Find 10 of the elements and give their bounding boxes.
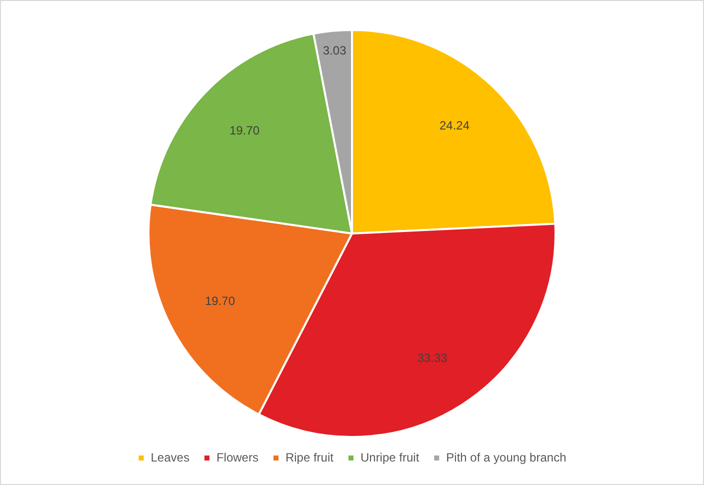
data-label: 3.03 xyxy=(322,43,347,58)
data-label: 19.70 xyxy=(204,294,236,308)
data-label: 24.24 xyxy=(439,118,470,132)
legend-label: Unripe fruit xyxy=(360,450,420,464)
legend-label: Flowers xyxy=(216,450,258,464)
data-label: 19.70 xyxy=(229,123,260,138)
legend-label: Leaves xyxy=(150,450,190,464)
data-label: 33.33 xyxy=(417,350,448,365)
legend-label: Pith of a young branch xyxy=(446,450,566,464)
legend-label: Ripe fruit xyxy=(285,450,334,464)
